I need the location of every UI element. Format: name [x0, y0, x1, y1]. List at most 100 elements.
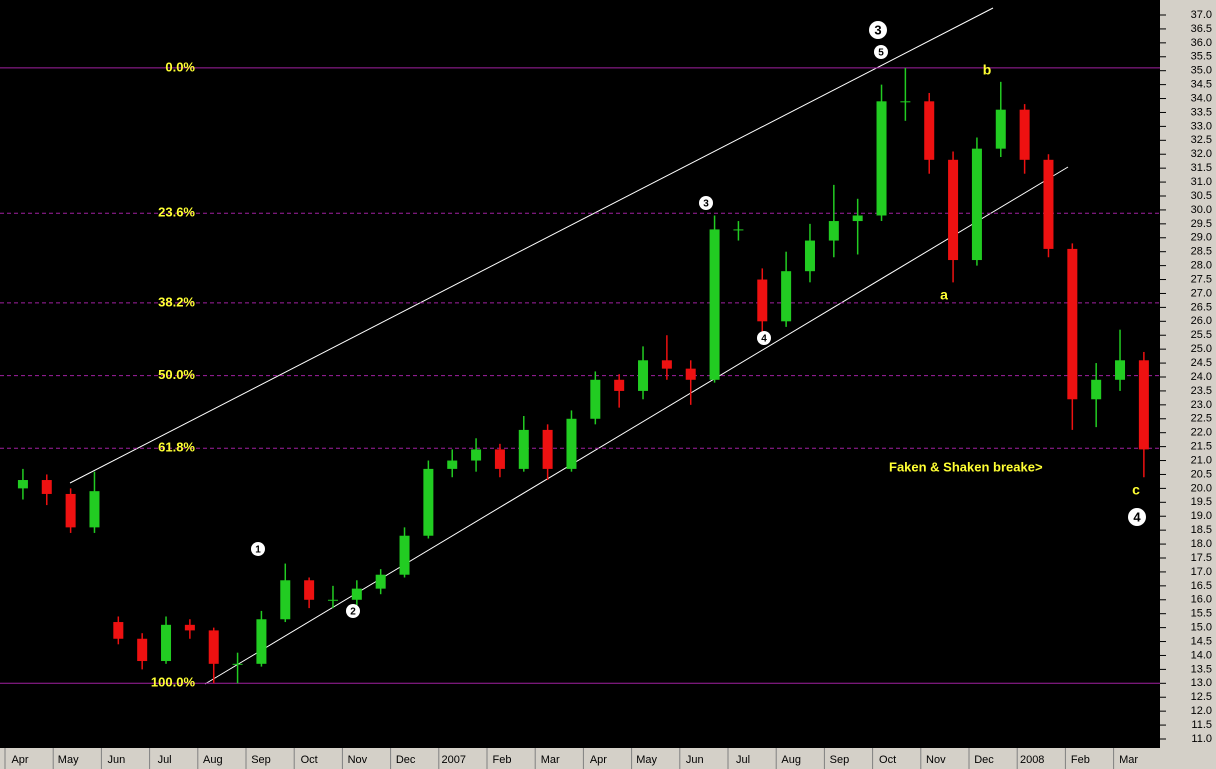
candle-body — [542, 429, 553, 469]
wave-circle — [757, 331, 771, 345]
candle-body — [375, 574, 386, 589]
y-tick-label: 30.5 — [1191, 190, 1212, 202]
candle-body — [1091, 379, 1102, 400]
y-tick-label: 32.0 — [1191, 148, 1212, 160]
wave-circle — [251, 542, 265, 556]
y-tick-label: 33.0 — [1191, 120, 1212, 132]
y-tick-label: 31.0 — [1191, 176, 1212, 188]
y-tick-label: 36.0 — [1191, 37, 1212, 49]
fib-level-label: 100.0% — [151, 675, 196, 690]
x-tick-label: Nov — [926, 754, 946, 766]
candle-body — [1067, 248, 1078, 400]
x-tick-label: Apr — [11, 754, 28, 766]
y-tick-label: 31.5 — [1191, 162, 1212, 174]
y-tick-label: 17.0 — [1191, 566, 1212, 578]
x-axis-strip — [0, 748, 1216, 769]
x-tick-label: Oct — [301, 754, 318, 766]
candle-body — [17, 480, 28, 489]
y-tick-label: 18.0 — [1191, 538, 1212, 550]
wave-circle — [346, 604, 360, 618]
candle-body — [685, 368, 696, 380]
x-tick-label: Jun — [108, 754, 126, 766]
wave-circle — [869, 21, 887, 39]
candle-body — [900, 101, 911, 103]
lower-channel-line — [204, 166, 1069, 685]
y-tick-label: 32.5 — [1191, 134, 1212, 146]
wave-label: 1 — [255, 545, 261, 556]
y-tick-label: 22.5 — [1191, 413, 1212, 425]
y-tick-label: 27.0 — [1191, 287, 1212, 299]
wave-label: 4 — [1133, 509, 1141, 524]
y-tick-label: 18.5 — [1191, 524, 1212, 536]
y-tick-label: 14.5 — [1191, 635, 1212, 647]
candle-body — [137, 638, 148, 662]
x-tick-label: Feb — [1071, 754, 1090, 766]
y-tick-label: 20.0 — [1191, 482, 1212, 494]
y-tick-label: 23.0 — [1191, 399, 1212, 411]
y-tick-label: 15.0 — [1191, 622, 1212, 634]
x-tick-label: Jul — [158, 754, 172, 766]
candle-body — [208, 630, 219, 664]
x-tick-label: Jul — [736, 754, 750, 766]
y-tick-label: 15.5 — [1191, 608, 1212, 620]
candle-body — [1138, 360, 1149, 450]
x-tick-label: 2007 — [442, 754, 466, 766]
wave-label: 2 — [350, 607, 356, 618]
note: Faken & Shaken breake> — [889, 459, 1043, 474]
wave-label: 3 — [703, 199, 709, 210]
candle-body — [924, 101, 935, 160]
x-tick-label: Mar — [541, 754, 560, 766]
x-tick-label: Jun — [686, 754, 704, 766]
x-tick-label: 2008 — [1020, 754, 1044, 766]
y-tick-label: 28.0 — [1191, 260, 1212, 272]
candle-body — [757, 279, 768, 322]
x-tick-label: May — [636, 754, 657, 766]
y-tick-label: 12.5 — [1191, 691, 1212, 703]
y-tick-label: 17.5 — [1191, 552, 1212, 564]
y-tick-label: 33.5 — [1191, 106, 1212, 118]
candle-body — [471, 449, 482, 461]
candle-body — [494, 449, 505, 469]
candle-body — [304, 580, 315, 600]
fib-level-label: 61.8% — [158, 440, 195, 455]
y-axis-strip — [1160, 0, 1216, 769]
y-tick-label: 37.0 — [1191, 9, 1212, 21]
candle-body — [423, 468, 434, 536]
candle-body — [41, 480, 52, 494]
wave-circle — [874, 45, 888, 59]
candle-body — [995, 109, 1006, 149]
y-tick-label: 20.5 — [1191, 468, 1212, 480]
wave-circle — [699, 196, 713, 210]
y-tick-label: 30.0 — [1191, 204, 1212, 216]
y-tick-label: 21.5 — [1191, 441, 1212, 453]
y-tick-label: 22.0 — [1191, 427, 1212, 439]
candle-body — [65, 493, 76, 528]
abc-label: a — [940, 287, 948, 303]
y-tick-label: 34.5 — [1191, 79, 1212, 91]
candle-body — [590, 379, 601, 419]
candle-body — [113, 622, 124, 639]
y-tick-label: 11.5 — [1191, 719, 1212, 731]
fib-level-label: 0.0% — [165, 59, 195, 74]
candle-body — [256, 619, 267, 664]
candle-body — [1115, 360, 1126, 380]
x-tick-label: Apr — [590, 754, 607, 766]
candle-body — [661, 360, 672, 369]
y-tick-label: 12.0 — [1191, 705, 1212, 717]
candle-body — [399, 535, 410, 575]
y-tick-label: 19.5 — [1191, 496, 1212, 508]
y-tick-label: 16.5 — [1191, 580, 1212, 592]
abc-label: b — [983, 62, 992, 78]
candle-body — [781, 271, 792, 322]
candle-body — [280, 580, 291, 620]
candle-body — [948, 159, 959, 261]
x-tick-label: Mar — [1119, 754, 1138, 766]
candle-body — [327, 599, 338, 601]
abc-label: c — [1132, 482, 1140, 498]
candle-body — [161, 624, 172, 662]
fib-level-label: 50.0% — [158, 367, 195, 382]
candle-body — [89, 491, 100, 528]
y-tick-label: 25.0 — [1191, 343, 1212, 355]
x-tick-label: Oct — [879, 754, 896, 766]
